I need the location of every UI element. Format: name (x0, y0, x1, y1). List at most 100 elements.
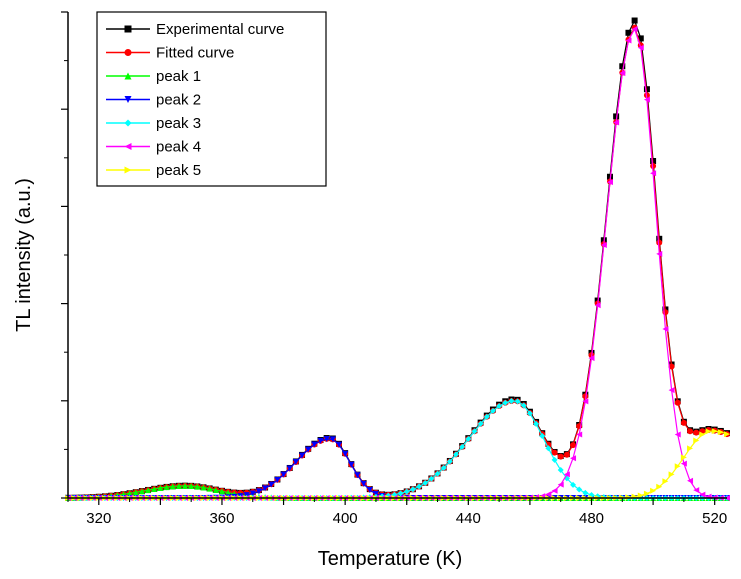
data-point (643, 96, 650, 103)
data-point (650, 162, 657, 169)
data-point (724, 431, 730, 438)
legend-label: peak 3 (156, 115, 201, 132)
data-point (274, 477, 281, 484)
data-point (188, 483, 195, 490)
data-point (625, 37, 632, 44)
x-tick-label: 400 (333, 510, 358, 527)
data-point (717, 429, 724, 436)
data-point (157, 484, 164, 491)
data-point (539, 432, 546, 439)
data-point (206, 485, 213, 492)
legend-marker (124, 143, 132, 150)
data-point (637, 44, 644, 51)
data-point (526, 410, 533, 417)
data-point (637, 492, 644, 499)
data-point (280, 471, 287, 478)
data-point (299, 452, 306, 459)
legend-label: peak 1 (156, 68, 201, 85)
legend-entry: peak 2 (106, 92, 201, 109)
data-point (335, 441, 342, 448)
legend-entry: peak 1 (106, 68, 201, 85)
data-point (305, 446, 312, 453)
data-point (366, 486, 373, 493)
legend-marker (124, 49, 132, 56)
data-point (409, 486, 416, 493)
legend-label: Fitted curve (156, 45, 234, 62)
data-point (496, 403, 503, 410)
data-point (699, 491, 706, 498)
legend-entry: Fitted curve (106, 45, 234, 62)
data-point (348, 461, 355, 468)
data-point (292, 459, 299, 466)
data-point (668, 387, 675, 394)
data-point (687, 428, 694, 435)
data-point (668, 363, 675, 370)
x-tick-label: 520 (702, 510, 727, 527)
data-point (218, 488, 225, 495)
data-point (680, 419, 687, 426)
data-point (175, 482, 182, 489)
data-point (182, 482, 189, 489)
legend-label: peak 2 (156, 92, 201, 109)
data-point (711, 428, 718, 435)
data-point (126, 490, 133, 497)
legend-label: peak 4 (156, 139, 201, 156)
data-point (446, 458, 453, 465)
data-point (465, 436, 472, 443)
x-axis-title: Temperature (K) (318, 548, 463, 570)
data-point (680, 454, 687, 461)
data-point (477, 420, 484, 427)
data-point (619, 70, 626, 77)
data-point (693, 437, 700, 444)
data-point (570, 455, 577, 462)
data-point (416, 483, 423, 490)
legend-marker (124, 119, 132, 127)
data-point (533, 420, 540, 427)
legend-marker (124, 72, 132, 80)
data-point (606, 179, 613, 186)
data-point (194, 483, 201, 490)
axes: 320 360 400 440 480 520 (61, 11, 727, 527)
data-point (631, 26, 638, 33)
data-point (225, 489, 232, 496)
data-point (705, 428, 712, 435)
data-point (268, 481, 275, 488)
data-point (674, 431, 681, 438)
data-point (440, 464, 447, 471)
data-point (680, 460, 687, 467)
data-point (397, 490, 404, 497)
x-tick-label: 480 (579, 510, 604, 527)
data-point (471, 428, 478, 435)
data-point (551, 456, 558, 463)
data-point (151, 485, 158, 492)
data-point (434, 470, 441, 477)
data-point (582, 398, 589, 405)
data-point (502, 399, 509, 406)
data-point (354, 472, 361, 479)
data-point (656, 250, 663, 257)
data-point (459, 443, 466, 450)
data-point (360, 480, 367, 487)
data-point (662, 478, 669, 485)
data-point (212, 486, 219, 493)
data-point (132, 489, 139, 496)
data-point (594, 302, 601, 309)
data-point (576, 486, 583, 493)
data-point (249, 490, 256, 497)
data-point (428, 475, 435, 482)
data-point (422, 480, 429, 487)
data-point (600, 242, 607, 249)
legend-entry: Experimental curve (106, 21, 284, 38)
data-point (545, 491, 552, 498)
data-point (262, 485, 269, 492)
data-point (557, 453, 564, 460)
data-point (625, 29, 632, 36)
data-point (311, 441, 318, 448)
legend-entry: peak 4 (106, 139, 201, 156)
legend-marker (124, 96, 132, 103)
data-point (582, 489, 589, 496)
data-point (403, 488, 410, 495)
data-point (557, 467, 564, 474)
data-point (656, 239, 663, 246)
